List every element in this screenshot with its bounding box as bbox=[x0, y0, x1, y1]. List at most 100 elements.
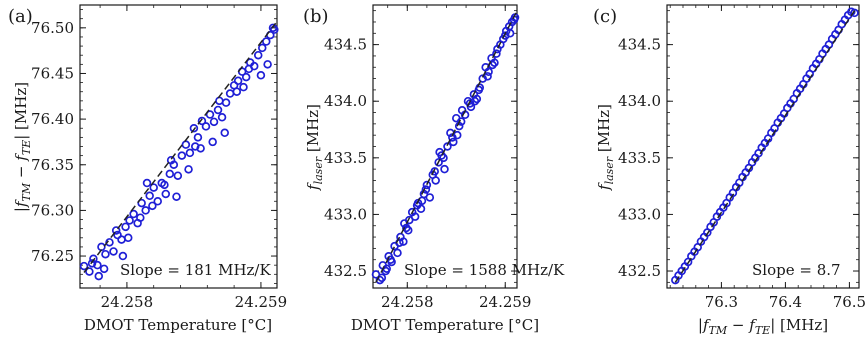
data-point bbox=[94, 271, 104, 281]
data-point bbox=[109, 247, 118, 256]
data-point bbox=[431, 176, 440, 185]
data-point bbox=[399, 237, 408, 246]
y-tick-label: 76.50 bbox=[31, 19, 74, 37]
data-point bbox=[123, 233, 133, 243]
data-point bbox=[232, 87, 242, 96]
data-point bbox=[422, 180, 432, 190]
data-point bbox=[166, 155, 176, 165]
data-point bbox=[160, 180, 169, 190]
data-point bbox=[217, 113, 227, 122]
data-point bbox=[434, 158, 443, 167]
y-tick-label: 432.5 bbox=[324, 262, 367, 280]
data-point bbox=[129, 209, 138, 219]
data-point bbox=[89, 254, 98, 264]
data-point bbox=[208, 137, 217, 147]
x-axis-title: DMOT Temperature [°C] bbox=[84, 316, 272, 334]
data-point bbox=[452, 130, 462, 140]
x-axis-title: |fTM − fTE| [MHz] bbox=[698, 316, 828, 337]
fit-line bbox=[375, 12, 517, 283]
data-point bbox=[225, 89, 235, 98]
data-point bbox=[483, 72, 492, 81]
data-point bbox=[241, 72, 251, 82]
data-point bbox=[440, 164, 449, 174]
data-point bbox=[439, 153, 448, 163]
data-point bbox=[93, 260, 102, 270]
x-tick-label: 76.3 bbox=[705, 293, 738, 311]
y-tick-label: 76.45 bbox=[31, 64, 74, 82]
data-point bbox=[181, 140, 191, 149]
panel-2: (b) 432.5 433.0 433.5 434.0 434.5 24.258 24.259… bbox=[303, 4, 565, 311]
data-point bbox=[410, 212, 420, 221]
x-tick-label: 24.258 bbox=[381, 293, 434, 311]
data-point bbox=[148, 201, 157, 211]
data-point bbox=[177, 151, 187, 160]
y-axis-title: flaser [MHz] bbox=[595, 104, 616, 191]
data-point bbox=[101, 249, 110, 259]
data-point bbox=[191, 142, 200, 151]
data-point bbox=[256, 71, 266, 80]
data-point bbox=[145, 191, 154, 201]
data-point bbox=[850, 8, 859, 18]
y-tick-label: 434.5 bbox=[618, 36, 661, 54]
data-point bbox=[268, 23, 278, 33]
panel-1: (a) 76.25 76.30 76.35 76.40 76.45 76.50 24.258 2… bbox=[8, 4, 288, 311]
data-point bbox=[111, 226, 121, 235]
y-axis-title: |fTM − fTE| [MHz] bbox=[12, 82, 33, 212]
slope-annotation: Slope = 1588 MHz/K bbox=[404, 261, 565, 279]
y-tick-label: 433.0 bbox=[618, 205, 661, 223]
data-point bbox=[161, 189, 171, 199]
data-point bbox=[205, 110, 215, 119]
data-point bbox=[185, 148, 195, 158]
data-point bbox=[404, 226, 413, 235]
y-tick-label: 76.40 bbox=[31, 110, 74, 128]
data-point bbox=[213, 105, 223, 115]
data-point bbox=[233, 76, 243, 86]
data-point bbox=[197, 116, 207, 126]
data-point bbox=[443, 142, 452, 151]
x-tick-label: 24.258 bbox=[101, 293, 154, 311]
data-point bbox=[136, 213, 145, 222]
data-point bbox=[239, 82, 248, 92]
data-point bbox=[449, 137, 458, 147]
y-tick-label: 76.25 bbox=[31, 247, 74, 265]
x-axis-title: DMOT Temperature [°C] bbox=[351, 316, 539, 334]
data-point bbox=[244, 64, 254, 74]
y-tick-label: 433.5 bbox=[618, 149, 661, 167]
data-point bbox=[173, 171, 183, 180]
y-tick-label: 76.35 bbox=[31, 156, 74, 174]
x-tick-label: 24.259 bbox=[235, 293, 288, 311]
y-tick-label: 76.30 bbox=[31, 201, 74, 219]
data-point bbox=[149, 183, 158, 192]
data-point bbox=[105, 238, 114, 247]
data-point bbox=[430, 167, 439, 176]
data-point bbox=[470, 96, 480, 106]
y-tick-label: 434.5 bbox=[324, 36, 367, 54]
data-point bbox=[196, 144, 205, 153]
data-point bbox=[172, 192, 181, 201]
data-point bbox=[505, 29, 515, 38]
x-tick-label: 76.5 bbox=[833, 293, 866, 311]
data-point bbox=[456, 117, 466, 126]
data-point bbox=[125, 216, 134, 225]
data-point bbox=[263, 60, 272, 69]
data-point bbox=[492, 49, 501, 58]
y-tick-label: 434.0 bbox=[618, 92, 661, 110]
data-point bbox=[201, 122, 211, 131]
y-tick-label: 433.0 bbox=[324, 205, 367, 223]
x-tick-label: 24.259 bbox=[479, 293, 532, 311]
fit-line bbox=[83, 22, 277, 273]
data-point bbox=[209, 117, 219, 127]
data-point bbox=[258, 43, 267, 53]
slope-annotation: Slope = 8.7 bbox=[752, 261, 841, 279]
data-point bbox=[421, 185, 431, 194]
data-point bbox=[474, 85, 484, 95]
data-point bbox=[184, 165, 193, 174]
data-point bbox=[220, 128, 229, 138]
data-point bbox=[99, 264, 109, 274]
panel-label: (b) bbox=[303, 6, 329, 27]
data-point bbox=[121, 222, 130, 232]
data-point bbox=[221, 98, 231, 107]
data-point bbox=[117, 235, 126, 244]
y-tick-label: 434.0 bbox=[324, 92, 367, 110]
